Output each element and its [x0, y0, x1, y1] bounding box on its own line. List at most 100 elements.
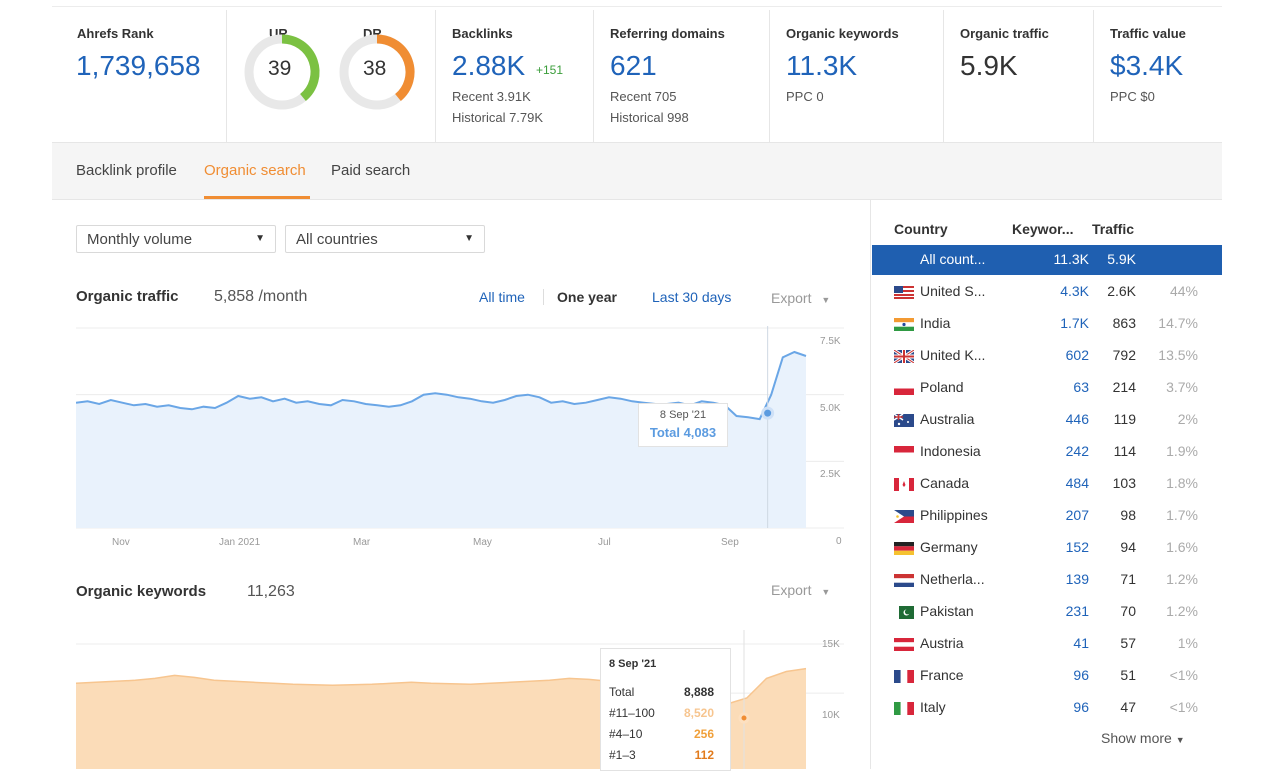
country-traffic-share: 1% [1177, 635, 1198, 651]
country-traffic: 94 [1120, 539, 1136, 555]
country-row-all[interactable]: All count... 11.3K 5.9K [872, 245, 1222, 275]
keywords-tooltip-row-value: 8,520 [683, 706, 714, 720]
referring-domains-recent[interactable]: Recent 705 [610, 89, 677, 104]
caret-down-icon: ▼ [821, 295, 831, 305]
x-tick-label: Mar [353, 537, 371, 548]
country-keywords[interactable]: 152 [1065, 539, 1089, 555]
country-traffic-share: 13.5% [1158, 347, 1198, 363]
country-name: Pakistan [920, 603, 974, 619]
country-row[interactable]: India 1.7K 863 14.7% [872, 309, 1222, 339]
x-tick-label: Nov [112, 537, 130, 548]
country-traffic: 114 [1113, 443, 1136, 459]
country-name: Italy [920, 699, 946, 715]
volume-dropdown[interactable]: Monthly volume ▼ [76, 225, 276, 253]
country-row[interactable]: Philippines 207 98 1.7% [872, 501, 1222, 531]
flag-gb-icon [894, 350, 914, 363]
country-row[interactable]: United K... 602 792 13.5% [872, 341, 1222, 371]
country-row[interactable]: Australia 446 119 2% [872, 405, 1222, 435]
referring-domains-value[interactable]: 621 [610, 50, 657, 81]
country-column-header[interactable]: Country [894, 221, 948, 237]
country-keywords[interactable]: 96 [1073, 699, 1089, 715]
range-separator [543, 289, 544, 305]
keywords-tooltip-row-value: 256 [693, 727, 714, 741]
keywords-export-button[interactable]: Export ▼ [771, 582, 830, 598]
keywords-tooltip-row-label: #1–3 [609, 748, 636, 762]
country-keywords[interactable]: 1.7K [1060, 315, 1089, 331]
ur-gauge [244, 34, 320, 110]
country-keywords[interactable]: 11.3K [1053, 251, 1089, 267]
tab-bar [52, 142, 1222, 200]
traffic-value-value: $3.4K [1110, 50, 1184, 81]
backlinks-value[interactable]: 2.88K [452, 50, 526, 81]
y-tick-label: 7.5K [820, 336, 841, 347]
country-keywords[interactable]: 139 [1065, 571, 1089, 587]
keywords-tooltip-row-value: 112 [694, 748, 714, 762]
y-tick-label: 2.5K [820, 469, 841, 480]
country-keywords[interactable]: 602 [1065, 347, 1089, 363]
country-row[interactable]: Austria 41 57 1% [872, 629, 1222, 659]
country-traffic-share: 44% [1169, 283, 1198, 299]
country-row[interactable]: Canada 484 103 1.8% [872, 469, 1222, 499]
country-keywords[interactable]: 207 [1065, 507, 1089, 523]
country-row[interactable]: Germany 152 94 1.6% [872, 533, 1222, 563]
country-keywords[interactable]: 242 [1065, 443, 1089, 459]
show-more-button[interactable]: Show more ▼ [1101, 730, 1185, 746]
country-keywords[interactable]: 63 [1073, 379, 1089, 395]
traffic-value-ppc: PPC $0 [1110, 89, 1155, 104]
keywords-hover-point [738, 712, 750, 724]
traffic-chart[interactable] [76, 326, 846, 536]
traffic-hover-point [761, 406, 775, 420]
organic-keywords-ppc: PPC 0 [786, 89, 824, 104]
country-row[interactable]: Italy 96 47 <1% [872, 693, 1222, 723]
country-name: India [920, 315, 951, 331]
y-tick-label: 10K [822, 710, 840, 721]
backlinks-historical[interactable]: Historical 7.79K [452, 110, 544, 125]
country-traffic: 70 [1120, 603, 1136, 619]
referring-domains-label: Referring domains [610, 26, 725, 41]
organic-keywords-value[interactable]: 11.3K [786, 50, 858, 81]
flag-it-icon [894, 702, 914, 715]
x-tick-label: Sep [721, 537, 739, 548]
country-traffic-share: 1.8% [1166, 475, 1198, 491]
flag-pl-icon [894, 382, 914, 395]
country-traffic: 119 [1113, 411, 1136, 427]
tab-backlink-profile[interactable]: Backlink profile [76, 162, 177, 179]
country-keywords[interactable]: 231 [1065, 603, 1089, 619]
traffic-column-header[interactable]: Traffic [1092, 221, 1135, 237]
country-traffic: 863 [1112, 315, 1136, 331]
countries-dropdown[interactable]: All countries ▼ [285, 225, 485, 253]
ahrefs-rank-value[interactable]: 1,739,658 [76, 50, 201, 81]
country-name: France [920, 667, 964, 683]
country-row[interactable]: France 96 51 <1% [872, 661, 1222, 691]
keywords-column-header[interactable]: Keywor... [1012, 221, 1074, 237]
country-name: Austria [920, 635, 964, 651]
referring-domains-historical[interactable]: Historical 998 [610, 110, 689, 125]
country-row[interactable]: Pakistan 231 70 1.2% [872, 597, 1222, 627]
backlinks-delta: +151 [536, 63, 564, 77]
country-row[interactable]: Poland 63 214 3.7% [872, 373, 1222, 403]
country-keywords[interactable]: 446 [1065, 411, 1089, 427]
country-traffic-share: <1% [1169, 699, 1198, 715]
show-more-label: Show more [1101, 730, 1172, 746]
ur-value: 39 [268, 57, 292, 80]
tab-organic-search[interactable]: Organic search [204, 162, 306, 179]
traffic-export-button[interactable]: Export ▼ [771, 290, 830, 306]
country-keywords[interactable]: 4.3K [1060, 283, 1089, 299]
range-last-30-days[interactable]: Last 30 days [652, 289, 732, 305]
country-keywords[interactable]: 96 [1073, 667, 1089, 683]
keywords-export-label: Export [771, 582, 812, 598]
country-name: United S... [920, 283, 986, 299]
volume-dropdown-value: Monthly volume [87, 231, 193, 248]
country-keywords[interactable]: 484 [1065, 475, 1089, 491]
country-row[interactable]: United S... 4.3K 2.6K 44% [872, 277, 1222, 307]
country-row[interactable]: Indonesia 242 114 1.9% [872, 437, 1222, 467]
country-keywords[interactable]: 41 [1073, 635, 1089, 651]
range-one-year[interactable]: One year [557, 289, 617, 305]
tab-paid-search[interactable]: Paid search [331, 162, 411, 179]
country-traffic: 98 [1120, 507, 1136, 523]
country-traffic-share: 1.2% [1166, 571, 1198, 587]
flag-ph-icon [894, 510, 914, 523]
backlinks-recent[interactable]: Recent 3.91K [452, 89, 531, 104]
range-all-time[interactable]: All time [479, 289, 525, 305]
country-row[interactable]: Netherla... 139 71 1.2% [872, 565, 1222, 595]
